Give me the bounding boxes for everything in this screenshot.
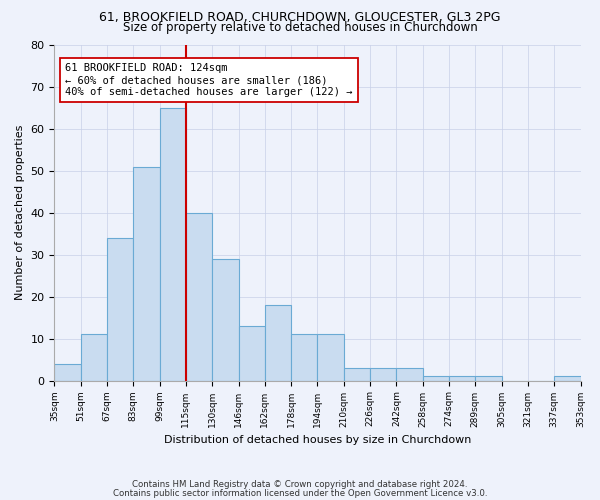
- Bar: [397, 368, 422, 380]
- Text: Size of property relative to detached houses in Churchdown: Size of property relative to detached ho…: [122, 22, 478, 35]
- Bar: [422, 376, 449, 380]
- Bar: [344, 368, 370, 380]
- Text: 61, BROOKFIELD ROAD, CHURCHDOWN, GLOUCESTER, GL3 2PG: 61, BROOKFIELD ROAD, CHURCHDOWN, GLOUCES…: [99, 11, 501, 24]
- Bar: [133, 166, 160, 380]
- Bar: [265, 305, 291, 380]
- Text: Contains public sector information licensed under the Open Government Licence v3: Contains public sector information licen…: [113, 489, 487, 498]
- X-axis label: Distribution of detached houses by size in Churchdown: Distribution of detached houses by size …: [164, 435, 471, 445]
- Bar: [55, 364, 81, 380]
- Bar: [370, 368, 397, 380]
- Y-axis label: Number of detached properties: Number of detached properties: [15, 125, 25, 300]
- Bar: [186, 213, 212, 380]
- Bar: [449, 376, 475, 380]
- Bar: [291, 334, 317, 380]
- Bar: [212, 259, 239, 380]
- Text: 61 BROOKFIELD ROAD: 124sqm
← 60% of detached houses are smaller (186)
40% of sem: 61 BROOKFIELD ROAD: 124sqm ← 60% of deta…: [65, 64, 352, 96]
- Bar: [160, 108, 186, 380]
- Bar: [107, 238, 133, 380]
- Bar: [475, 376, 502, 380]
- Bar: [554, 376, 581, 380]
- Text: Contains HM Land Registry data © Crown copyright and database right 2024.: Contains HM Land Registry data © Crown c…: [132, 480, 468, 489]
- Bar: [81, 334, 107, 380]
- Bar: [317, 334, 344, 380]
- Bar: [239, 326, 265, 380]
